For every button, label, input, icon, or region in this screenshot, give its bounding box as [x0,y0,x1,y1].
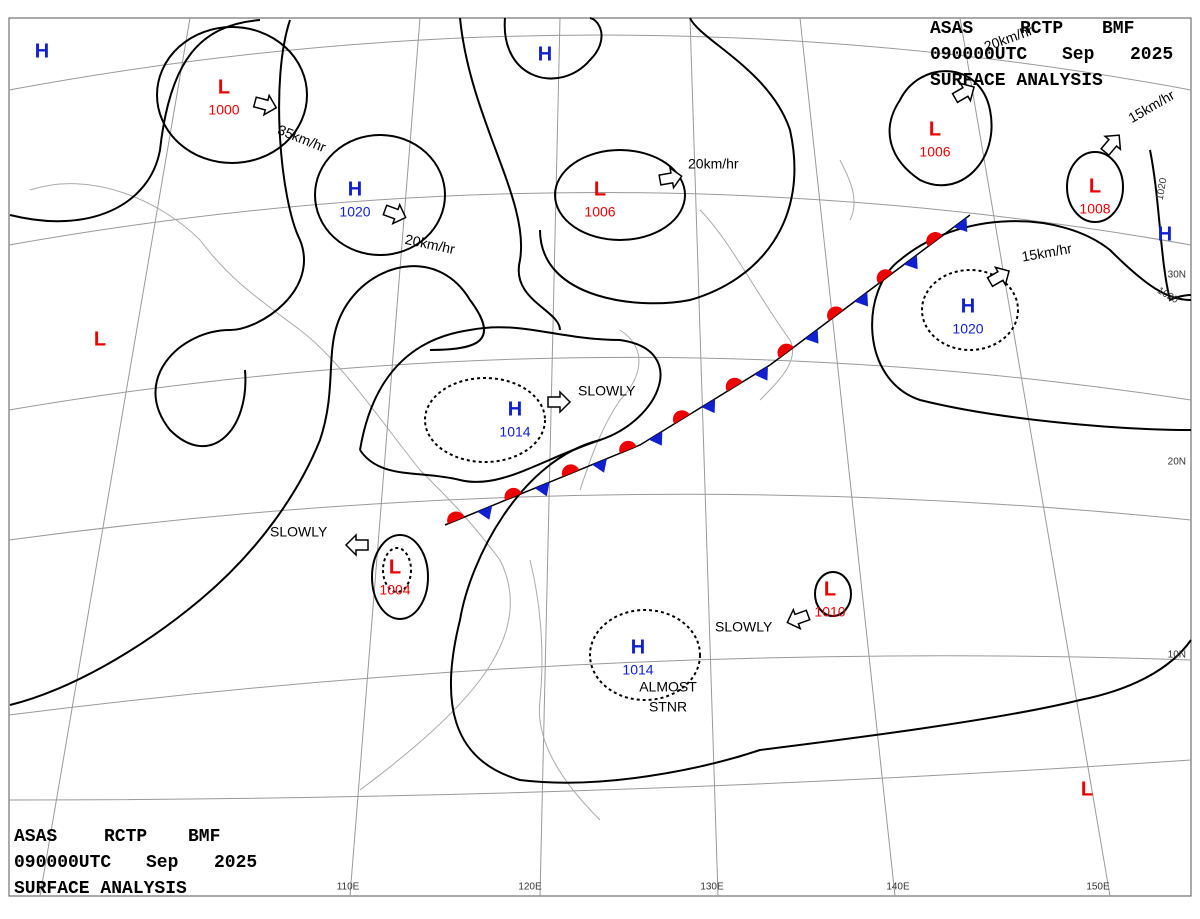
system-letter: L [218,76,230,98]
header-text: BMF [188,827,220,847]
motion-label: STNR [649,699,687,715]
warm-symbol [504,487,522,501]
stationary-front [444,214,971,526]
system-letter: L [594,178,606,200]
cold-symbol [854,292,869,307]
warm-symbol [827,306,844,321]
header-text: 2025 [1130,45,1173,65]
motion-label: SLOWLY [270,524,328,540]
motion-label: SLOWLY [715,619,773,635]
isobar-label: 1020 [1155,285,1180,306]
latitude-label: 10N [1168,650,1186,661]
header-text: BMF [1102,19,1134,39]
warm-symbol [619,440,637,454]
cold-symbol [534,482,550,497]
system-letter: L [1089,175,1101,197]
system-pressure: 1020 [952,321,983,337]
warm-symbol [672,410,690,424]
system-letter: H [348,178,362,200]
latitude-label: 20N [1168,457,1186,468]
longitude-label: 130E [700,882,724,893]
header-text: Sep [146,853,178,873]
motion-label: SLOWLY [578,383,636,399]
motion-arrow [547,390,572,414]
latitude-label: 30N [1168,270,1186,281]
longitude-label: 120E [518,882,542,893]
motion-arrows [252,82,1122,630]
graticule [8,17,1192,897]
system-letter: H [631,636,645,658]
cold-symbol [754,366,768,381]
motion-label: 20km/hr [688,156,739,172]
system-pressure: 1006 [584,204,615,220]
motion-arrow [658,166,683,190]
header-text: SURFACE ANALYSIS [14,879,187,899]
system-pressure: 1020 [339,204,370,220]
header-text: RCTP [104,827,147,847]
system-pressure: 1006 [919,144,950,160]
warm-symbol [777,343,794,359]
warm-symbol [447,511,465,524]
system-pressure: 1014 [622,662,653,678]
motion-arrow [252,93,278,117]
cold-symbol [648,431,663,446]
map-frame [8,17,1192,897]
system-pressure: 1008 [1079,201,1110,217]
motion-label: 15km/hr [1020,240,1073,265]
header-text: ASAS [14,827,57,847]
system-letter: H [508,398,522,420]
system-letter: L [1081,778,1093,800]
header-text: RCTP [1020,19,1063,39]
motion-label: 35km/hr [275,121,328,155]
warm-symbol [725,377,743,392]
system-pressure: 1004 [379,582,410,598]
motion-arrow [344,533,369,557]
longitude-label: 140E [886,882,910,893]
motion-arrow [382,202,407,225]
cold-symbol [701,398,716,414]
isobars [9,17,1192,784]
cold-symbol [904,254,918,270]
header-text: 2025 [214,853,257,873]
motion-label: ALMOST [639,679,697,695]
header-text: ASAS [930,19,973,39]
motion-arrow [1100,134,1122,157]
system-letter: L [389,556,401,578]
motion-arrow [986,266,1010,288]
warm-symbol [926,232,943,247]
motion-arrow [786,607,811,630]
system-pressure: 1000 [208,102,239,118]
motion-arrow [951,82,975,104]
warm-symbol [561,464,580,477]
system-letter: H [961,295,975,317]
motion-label: 20km/hr [404,231,457,257]
motion-label: 15km/hr [1125,86,1177,125]
longitude-label: 110E [337,882,360,893]
cold-symbol [592,458,607,473]
header-text: SURFACE ANALYSIS [930,71,1103,91]
header-text: 090000UTC [14,853,111,873]
cold-symbol [953,217,968,233]
cold-symbol [804,329,819,344]
isobar-label: 1020 [1155,177,1170,201]
system-letter: H [538,43,552,65]
header-top: ASAS RCTP BMF 090000UTC Sep 2025 SURFACE… [930,19,1173,91]
system-letter: L [94,328,106,350]
header-bottom: ASAS RCTP BMF 090000UTC Sep 2025 SURFACE… [14,827,257,899]
header-text: 090000UTC [930,45,1027,65]
system-letter: L [929,118,941,140]
coastlines [29,159,855,821]
system-pressure: 1010 [814,604,845,620]
cold-symbol [477,505,493,520]
system-letter: L [824,578,836,600]
header-text: Sep [1062,45,1094,65]
warm-symbol [876,269,893,284]
system-letter: H [35,40,49,62]
system-letter: H [1158,223,1172,245]
longitude-label: 150E [1086,882,1110,893]
system-pressure: 1014 [499,424,530,440]
